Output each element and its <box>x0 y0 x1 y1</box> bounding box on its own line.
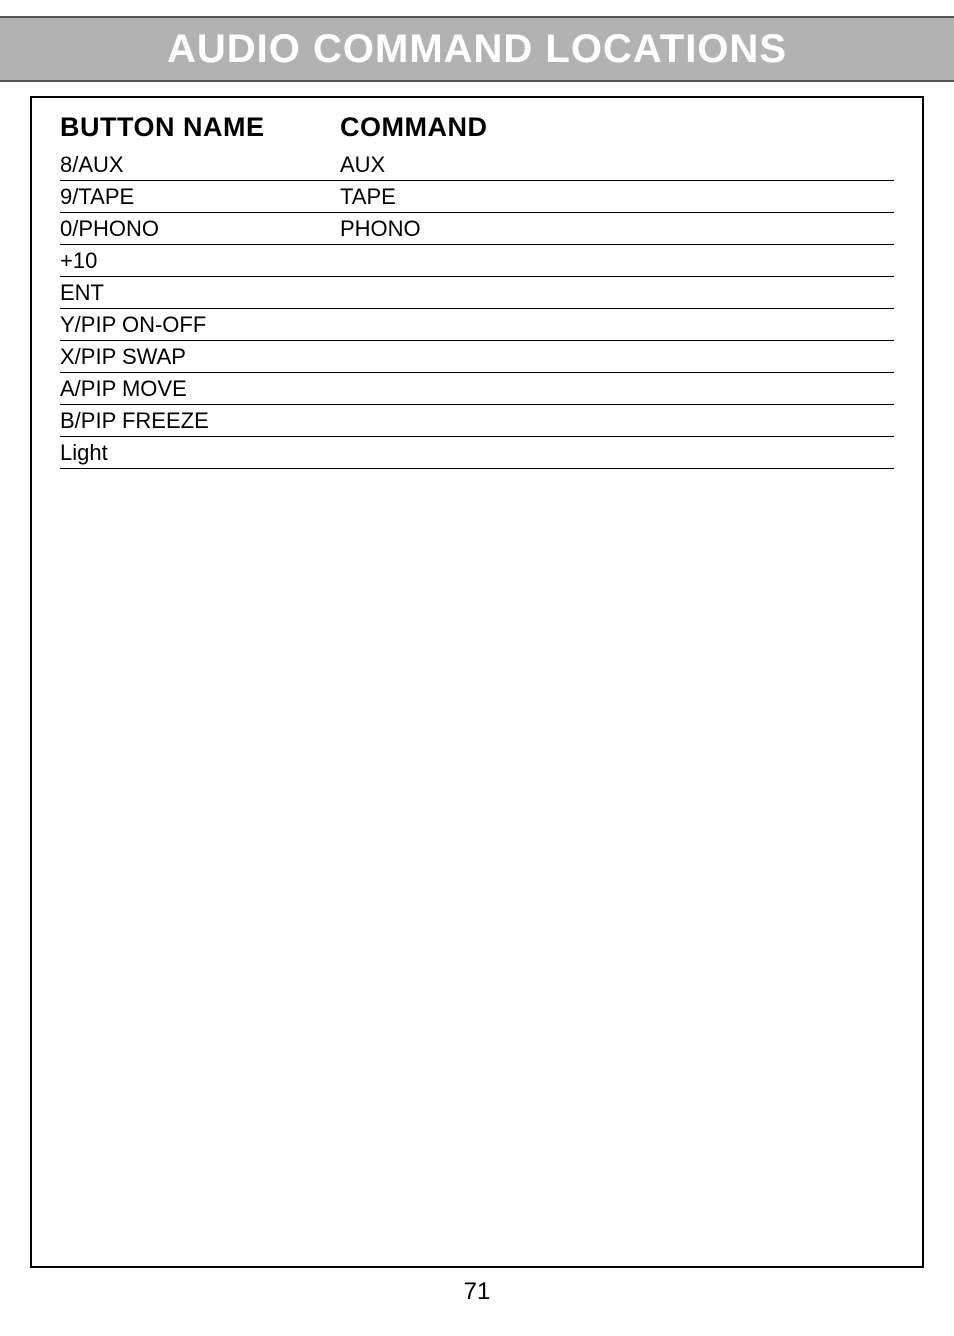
cell-button-name: X/PIP SWAP <box>60 344 340 370</box>
cell-command: TAPE <box>340 184 894 210</box>
cell-button-name: Light <box>60 440 340 466</box>
cell-button-name: ENT <box>60 280 340 306</box>
cell-button-name: 0/PHONO <box>60 216 340 242</box>
table-header-row: BUTTON NAME COMMAND <box>60 112 894 143</box>
cell-button-name: Y/PIP ON-OFF <box>60 312 340 338</box>
cell-button-name: A/PIP MOVE <box>60 376 340 402</box>
cell-command <box>340 312 894 338</box>
cell-command: PHONO <box>340 216 894 242</box>
cell-button-name: +10 <box>60 248 340 274</box>
cell-command <box>340 248 894 274</box>
table-row: B/PIP FREEZE <box>60 405 894 437</box>
cell-command <box>340 280 894 306</box>
cell-command <box>340 408 894 434</box>
title-bar: AUDIO COMMAND LOCATIONS <box>0 16 954 82</box>
table-row: X/PIP SWAP <box>60 341 894 373</box>
page-number: 71 <box>30 1268 924 1326</box>
content-wrap: BUTTON NAME COMMAND 8/AUX AUX 9/TAPE TAP… <box>0 82 954 1336</box>
cell-button-name: 8/AUX <box>60 152 340 178</box>
table-row: Y/PIP ON-OFF <box>60 309 894 341</box>
page-title: AUDIO COMMAND LOCATIONS <box>167 27 787 72</box>
table-row: +10 <box>60 245 894 277</box>
cell-button-name: B/PIP FREEZE <box>60 408 340 434</box>
table-row: A/PIP MOVE <box>60 373 894 405</box>
header-command: COMMAND <box>340 112 894 143</box>
command-table: BUTTON NAME COMMAND 8/AUX AUX 9/TAPE TAP… <box>30 96 924 1268</box>
cell-button-name: 9/TAPE <box>60 184 340 210</box>
table-row: 0/PHONO PHONO <box>60 213 894 245</box>
cell-command <box>340 344 894 370</box>
cell-command <box>340 440 894 466</box>
table-row: 9/TAPE TAPE <box>60 181 894 213</box>
cell-command: AUX <box>340 152 894 178</box>
header-button-name: BUTTON NAME <box>60 112 340 143</box>
table-row: ENT <box>60 277 894 309</box>
table-row: Light <box>60 437 894 469</box>
cell-command <box>340 376 894 402</box>
table-row: 8/AUX AUX <box>60 149 894 181</box>
